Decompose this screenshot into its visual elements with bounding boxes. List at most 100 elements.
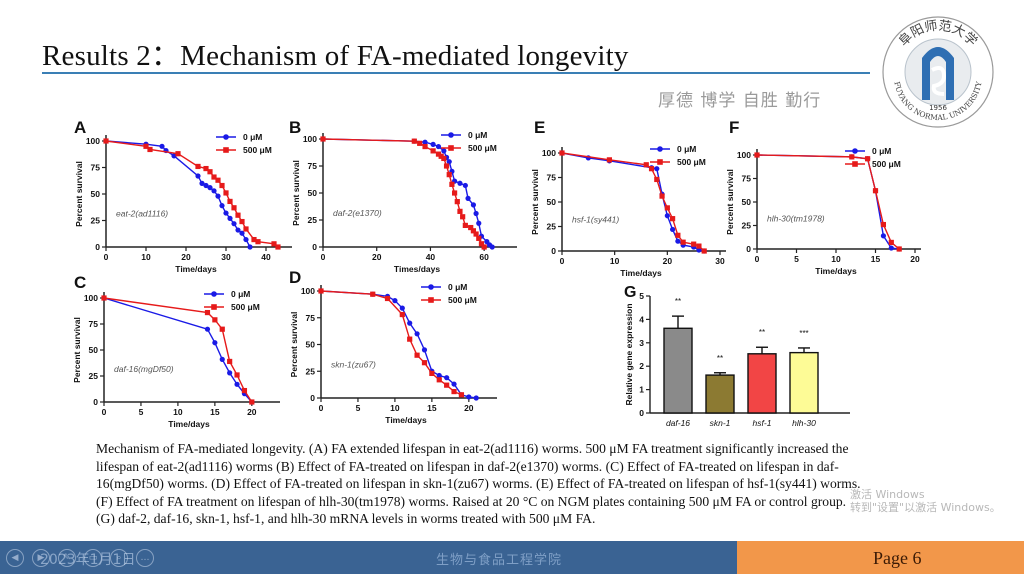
data-point [691,241,697,247]
x-axis-label: Time/days [175,264,217,274]
data-point [654,166,660,172]
data-point [880,221,886,228]
data-point [670,226,676,233]
data-point [435,143,442,150]
x-tick-label: 20 [663,256,673,266]
more-icon[interactable]: … [136,549,154,567]
y-tick-label: 0 [95,242,100,252]
x-tick-label: 0 [104,252,109,262]
prev-icon[interactable]: ◀ [6,549,24,567]
data-point [251,236,257,243]
data-point [888,239,894,246]
x-category-label: skn-1 [710,418,731,428]
data-point [696,243,702,249]
watermark-line: 转到"设置"以激活 Windows。 [850,501,1001,514]
data-point [659,193,665,199]
data-point [430,148,436,154]
zoom-icon[interactable]: ⌕ [110,549,128,567]
data-point [195,163,201,170]
y-axis-label: Percent survival [72,317,82,383]
data-point [680,239,686,245]
pen-icon[interactable]: ✎ [58,549,76,567]
data-point [436,372,442,379]
y-tick-label: 100 [737,150,751,160]
y-tick-label: 0 [551,246,556,256]
data-point [370,291,376,297]
data-point [255,239,261,245]
y-tick-label: 50 [742,197,752,207]
x-tick-label: 5 [139,407,144,417]
y-tick-label: 75 [89,319,99,329]
data-point [429,370,435,376]
data-point [159,143,165,149]
data-point [473,231,479,237]
data-point [462,182,468,189]
x-axis-label: Time/days [620,268,662,278]
series-line-0uM [561,152,705,252]
data-point [203,165,209,172]
data-point [219,326,225,332]
series-line-500uM [103,297,253,403]
data-point [417,140,423,146]
data-point [414,331,420,337]
data-point [754,152,760,158]
x-category-label: hsf-1 [753,418,772,428]
legend-label: 500 μM [468,143,497,153]
y-tick-label: 0 [310,393,315,403]
caption-line: (G) daf-2, daf-16, skn-1, hsf-1, and hlh… [96,511,596,527]
bar [663,327,693,414]
legend-marker [852,161,858,167]
data-point [243,226,249,232]
series-line-500uM [561,152,705,252]
x-tick-label: 20 [247,407,257,417]
series-line-500uM [756,154,900,250]
data-point [470,202,476,208]
y-axis-label: Relative gene expression [624,303,634,405]
data-point [476,235,482,241]
data-point [207,185,213,191]
strain-annotation: hlh-30(tm1978) [767,214,825,224]
legend-marker [223,147,229,153]
legend-label: 500 μM [872,159,901,169]
x-tick-label: 40 [426,252,436,262]
y-tick-label: 0 [312,242,317,252]
data-point [896,246,902,252]
data-point [231,205,237,211]
y-tick-label: 3 [639,338,644,348]
data-point [392,298,398,304]
data-point [211,174,217,180]
legend-label: 500 μM [243,145,272,155]
data-point [444,375,450,381]
legend-marker [448,132,454,138]
x-tick-label: 5 [356,403,361,413]
x-tick-label: 0 [755,254,760,264]
x-tick-label: 30 [715,256,725,266]
significance-label: ** [675,297,681,306]
data-point [443,163,450,169]
data-point [489,244,495,250]
x-tick-label: 10 [173,407,183,417]
x-tick-label: 10 [141,252,151,262]
data-point [234,372,240,378]
x-category-label: hlh-30 [792,418,816,428]
y-tick-label: 0 [639,408,644,418]
legend-marker [428,297,434,303]
significance-label: ** [759,328,765,337]
y-tick-label: 25 [742,221,752,231]
next-icon[interactable]: ▶ [32,549,50,567]
series-line-0uM [103,297,253,403]
data-point [414,352,420,358]
legend-label: 0 μM [231,289,250,299]
y-tick-label: 50 [91,189,101,199]
data-point [435,151,442,157]
y-tick-label: 75 [742,174,752,184]
legend-marker [448,145,454,151]
x-category-label: daf-16 [666,418,690,428]
legend-label: 500 μM [677,157,706,167]
legend-marker [657,146,663,152]
panel-D-survival-chart: D 0 5 10 15 20 0 25 50 75 100 Time/days Percent surv… [285,265,500,440]
slides-icon[interactable]: ▭ [84,549,102,567]
data-point [664,213,670,219]
data-point [643,162,649,168]
data-point [247,244,253,250]
